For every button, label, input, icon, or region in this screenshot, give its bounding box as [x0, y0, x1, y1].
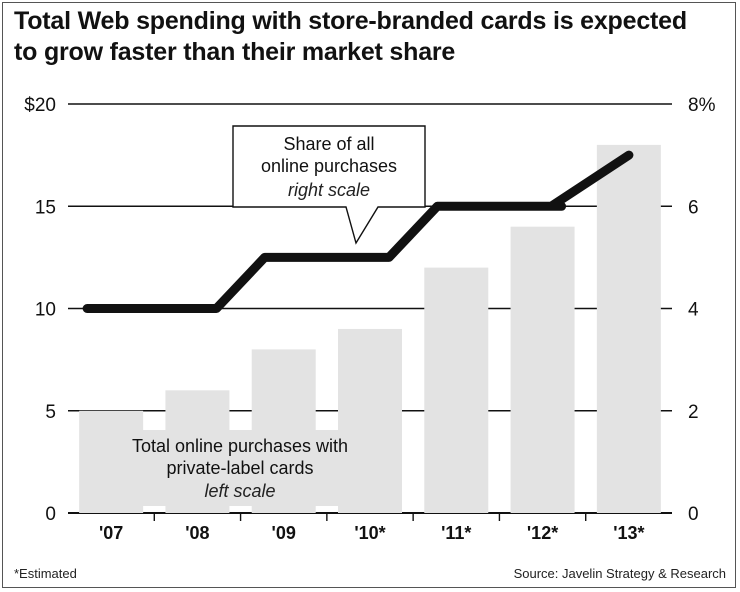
x-tick-label: '13* — [613, 523, 644, 543]
line-annotation-text: Share of all — [283, 134, 374, 154]
x-tick-label: '08 — [185, 523, 209, 543]
x-tick-label: '09 — [272, 523, 296, 543]
bar — [424, 267, 489, 513]
right-tick-label: 4 — [688, 300, 699, 321]
source-credit: Source: Javelin Strategy & Research — [513, 566, 726, 581]
line-annotation-callout — [232, 125, 426, 245]
x-tick-label: '07 — [99, 523, 123, 543]
left-tick-label: 0 — [45, 504, 56, 525]
bar-annotation-scale: left scale — [204, 481, 275, 501]
bar-annotation-bg — [98, 430, 386, 506]
line-annotation-text: online purchases — [261, 156, 397, 176]
left-tick-label: 5 — [45, 402, 56, 423]
x-tick-label: '11* — [441, 523, 471, 543]
right-tick-label: 8% — [688, 95, 716, 116]
share-line — [82, 150, 634, 313]
chart-title: Total Web spending with store-branded ca… — [14, 6, 729, 68]
chart-title-line-2: to grow faster than their market share — [14, 38, 456, 66]
left-tick-label: $20 — [24, 95, 56, 116]
bar-annotation-text: Total online purchases with — [132, 436, 348, 456]
right-tick-label: 0 — [688, 504, 699, 525]
chart-title-line-1: Total Web spending with store-branded ca… — [14, 7, 687, 35]
left-tick-label: 15 — [35, 197, 56, 218]
footnote: *Estimated — [14, 566, 77, 581]
x-tick-label: '12* — [527, 523, 558, 543]
right-tick-label: 6 — [688, 197, 699, 218]
x-tick-label: '10* — [354, 523, 385, 543]
bar-annotation-text: private-label cards — [166, 458, 313, 478]
bar — [596, 144, 661, 513]
bar — [510, 226, 575, 513]
line-annotation-scale: right scale — [288, 180, 370, 200]
left-tick-label: 10 — [35, 300, 56, 321]
right-tick-label: 2 — [688, 402, 699, 423]
